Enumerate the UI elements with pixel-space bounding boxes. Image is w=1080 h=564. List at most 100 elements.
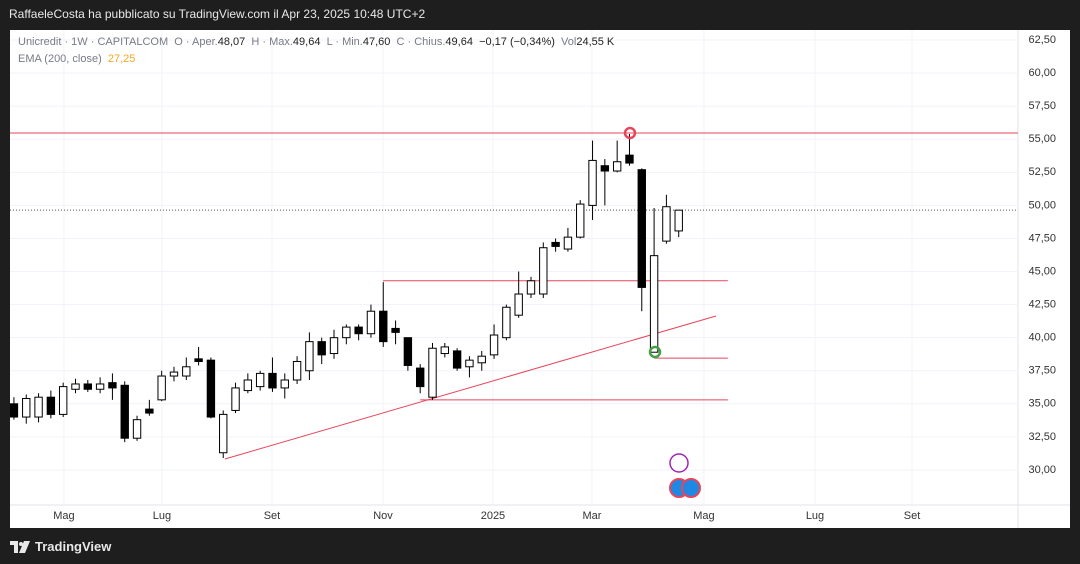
candle-body <box>132 419 142 439</box>
candle-body <box>169 371 179 377</box>
candle-body <box>219 413 228 454</box>
candle-body <box>612 161 622 172</box>
change: −0,17 (−0,34%) <box>479 36 555 48</box>
candle-body <box>403 337 413 366</box>
candle-body <box>551 241 560 247</box>
marker <box>623 126 637 140</box>
marker <box>648 345 662 359</box>
candle-body <box>317 341 326 356</box>
y-tick-label: 57,50 <box>1028 100 1056 112</box>
candle-body <box>625 154 634 164</box>
candle-body <box>428 347 437 398</box>
candle-body <box>22 398 31 418</box>
x-tick-label: Mag <box>693 510 714 522</box>
brand: TradingView <box>35 539 112 554</box>
candle-body <box>83 383 92 390</box>
candle-body <box>305 341 314 372</box>
y-tick-label: 40,00 <box>1028 332 1056 344</box>
x-tick-label: 2025 <box>481 510 505 522</box>
candle-body <box>674 209 683 232</box>
y-tick-label: 52,50 <box>1028 166 1056 178</box>
y-tick-label: 62,50 <box>1028 34 1056 46</box>
candle-body <box>489 334 499 356</box>
x-tick-label: Set <box>264 510 281 522</box>
candle-body <box>120 384 129 439</box>
candle-body <box>329 337 339 355</box>
x-tick-label: Lug <box>806 510 824 522</box>
candle-body <box>71 383 80 390</box>
y-tick-label: 35,00 <box>1028 398 1056 410</box>
label: O · Aper. <box>174 36 218 48</box>
label: H · Max. <box>251 36 293 48</box>
candle-body <box>649 255 659 353</box>
header: RaffaeleCosta ha pubblicato su TradingVi… <box>9 7 426 21</box>
candle-body <box>600 165 610 172</box>
symbol: Unicredit · 1W · CAPITALCOM <box>18 36 169 48</box>
candle-body <box>280 379 289 389</box>
candle-body <box>10 403 19 418</box>
legend-row: EMA (200, close) 27,25 <box>18 51 614 68</box>
candle-body <box>563 236 573 250</box>
x-tick-label: Lug <box>153 510 171 522</box>
chart: 30,00 32,50 35,00 37,50 40,00 42,50 45,00 47,50… <box>10 30 1070 528</box>
candle-body <box>58 386 68 415</box>
label: EMA (200, close) <box>18 53 102 65</box>
candle-body <box>145 408 154 414</box>
y-tick-label: 37,50 <box>1028 365 1056 377</box>
candle-body <box>46 396 56 415</box>
value: 24,55 K <box>576 36 615 48</box>
value: 49,64 <box>445 36 473 48</box>
candle-body <box>440 346 450 355</box>
candle-body <box>588 159 597 206</box>
candle-body <box>379 310 388 343</box>
candle-body <box>206 359 216 418</box>
candle-body <box>255 372 265 388</box>
candle-body <box>576 203 585 238</box>
drawn-line <box>224 315 717 460</box>
candle-body <box>292 360 302 381</box>
y-tick-label: 30,00 <box>1028 464 1056 476</box>
y-tick-label: 42,50 <box>1028 299 1056 311</box>
candle-body <box>268 372 277 389</box>
x-tick-label: Mar <box>582 510 601 522</box>
label: C · Chius. <box>396 36 446 48</box>
candle-body <box>662 206 671 242</box>
candle-body <box>637 169 646 288</box>
candle-body <box>514 293 523 316</box>
legend-row: Unicredit · 1W · CAPITALCOM O · Aper.48,… <box>18 34 614 51</box>
y-tick-label: 60,00 <box>1028 67 1056 79</box>
x-tick-label: Set <box>904 510 921 522</box>
y-tick-label: 55,00 <box>1028 133 1056 145</box>
x-tick-label: Mag <box>53 510 74 522</box>
value: 47,60 <box>362 36 391 48</box>
candle-body <box>108 382 117 389</box>
y-tick-label: 32,50 <box>1028 431 1056 443</box>
candle-body <box>502 306 511 339</box>
candle-body <box>526 280 536 295</box>
value: 49,64 <box>292 36 321 48</box>
value: 48,07 <box>217 36 246 48</box>
candle-body <box>477 355 486 364</box>
label: Vol <box>561 36 577 48</box>
candle-body <box>539 247 548 295</box>
candle-body <box>182 366 191 377</box>
y-tick-label: 45,00 <box>1028 265 1056 277</box>
legend: Unicredit · 1W · CAPITALCOM O · Aper.48,… <box>18 34 614 68</box>
icon <box>669 453 689 473</box>
y-tick-label: 47,50 <box>1028 232 1056 244</box>
candle-body <box>366 310 376 335</box>
candle-body <box>465 359 474 368</box>
value: 27,25 <box>107 53 136 65</box>
footer: TradingView <box>10 539 111 554</box>
candle-body <box>34 396 43 418</box>
candle-body <box>243 379 253 392</box>
logo <box>10 540 30 553</box>
candle-body <box>354 326 363 335</box>
x-tick-label: Nov <box>373 510 393 522</box>
candle-body <box>95 383 105 390</box>
label: L · Min. <box>326 36 363 48</box>
candle-body <box>452 350 462 369</box>
candle-body <box>391 327 400 333</box>
y-tick-label: 50,00 <box>1028 199 1056 211</box>
